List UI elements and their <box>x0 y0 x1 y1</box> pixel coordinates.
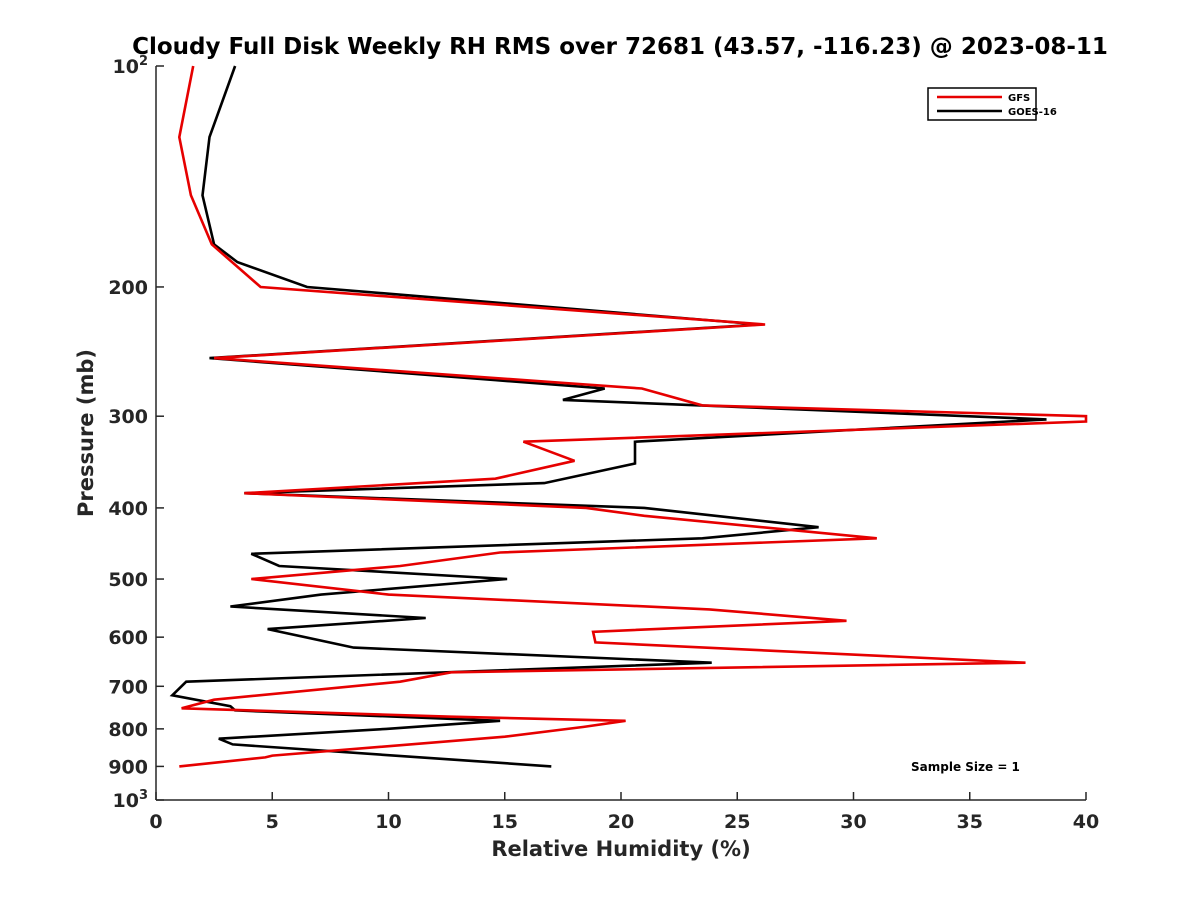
series-line-gfs <box>177 65 1088 768</box>
legend-box <box>927 87 1037 121</box>
x-tick-label: 40 <box>1073 811 1099 833</box>
legend-label-goes-16: GOES-16 <box>1008 107 1057 118</box>
series-layer <box>169 65 1088 768</box>
y-tick-label: 700 <box>108 676 148 698</box>
y-tick-label: 600 <box>108 627 148 649</box>
plot-area: 0 5 10 15 20 25 30 35 40 10220030040050060070080… <box>108 54 1099 833</box>
x-tick-label: 35 <box>957 811 983 833</box>
y-axis-label: Pressure (mb) <box>74 349 98 517</box>
x-tick-label: 5 <box>266 811 279 833</box>
x-tick-label: 20 <box>608 811 634 833</box>
y-tick-label: 900 <box>108 756 148 778</box>
x-axis-ticks: 0 5 10 15 20 25 30 35 40 <box>149 792 1099 833</box>
x-tick-label: 25 <box>724 811 750 833</box>
y-tick-label: 300 <box>108 406 148 428</box>
chart-title: Cloudy Full Disk Weekly RH RMS over 7268… <box>132 34 1108 60</box>
y-tick-label: 500 <box>108 569 148 591</box>
x-tick-label: 30 <box>840 811 866 833</box>
x-tick-label: 15 <box>492 811 518 833</box>
x-tick-label: 0 <box>149 811 162 833</box>
y-tick-label: 200 <box>108 277 148 299</box>
x-tick-label: 10 <box>375 811 401 833</box>
legend: GFS GOES-16 <box>927 87 1057 121</box>
x-axis-label: Relative Humidity (%) <box>491 837 750 861</box>
sample-size-annotation: Sample Size = 1 <box>911 760 1020 774</box>
y-tick-label: 800 <box>108 719 148 741</box>
y-tick-label: 400 <box>108 498 148 520</box>
legend-label-gfs: GFS <box>1008 93 1030 104</box>
